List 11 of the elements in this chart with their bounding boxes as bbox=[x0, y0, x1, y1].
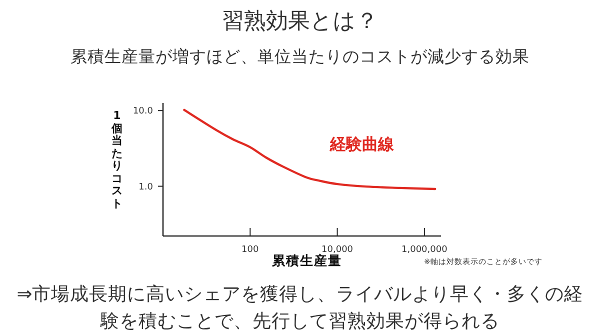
chart-subtitle: 累積生産量が増すほど、単位当たりのコストが減少する効果 bbox=[70, 46, 530, 68]
y-tick-label: 10.0 bbox=[132, 106, 154, 117]
x-tick-label: 10,000 bbox=[322, 245, 354, 255]
x-tick-label: 1,000,000 bbox=[402, 245, 448, 255]
x-axis-title: 累積生産量 bbox=[272, 253, 342, 270]
chart-title: 習熟効果とは？ bbox=[221, 8, 379, 36]
y-axis-title: 1個当たりコスト bbox=[110, 110, 124, 210]
series-label: 経験曲線 bbox=[328, 134, 395, 154]
x-tick-label: 100 bbox=[242, 245, 260, 255]
text: ⇒市場成長期に高いシェアを獲得し、ライバルより早く・多くの経験を積むことで、先行して習熟効果が得られる bbox=[16, 283, 584, 334]
y-tick-label: 1.0 bbox=[138, 182, 154, 192]
